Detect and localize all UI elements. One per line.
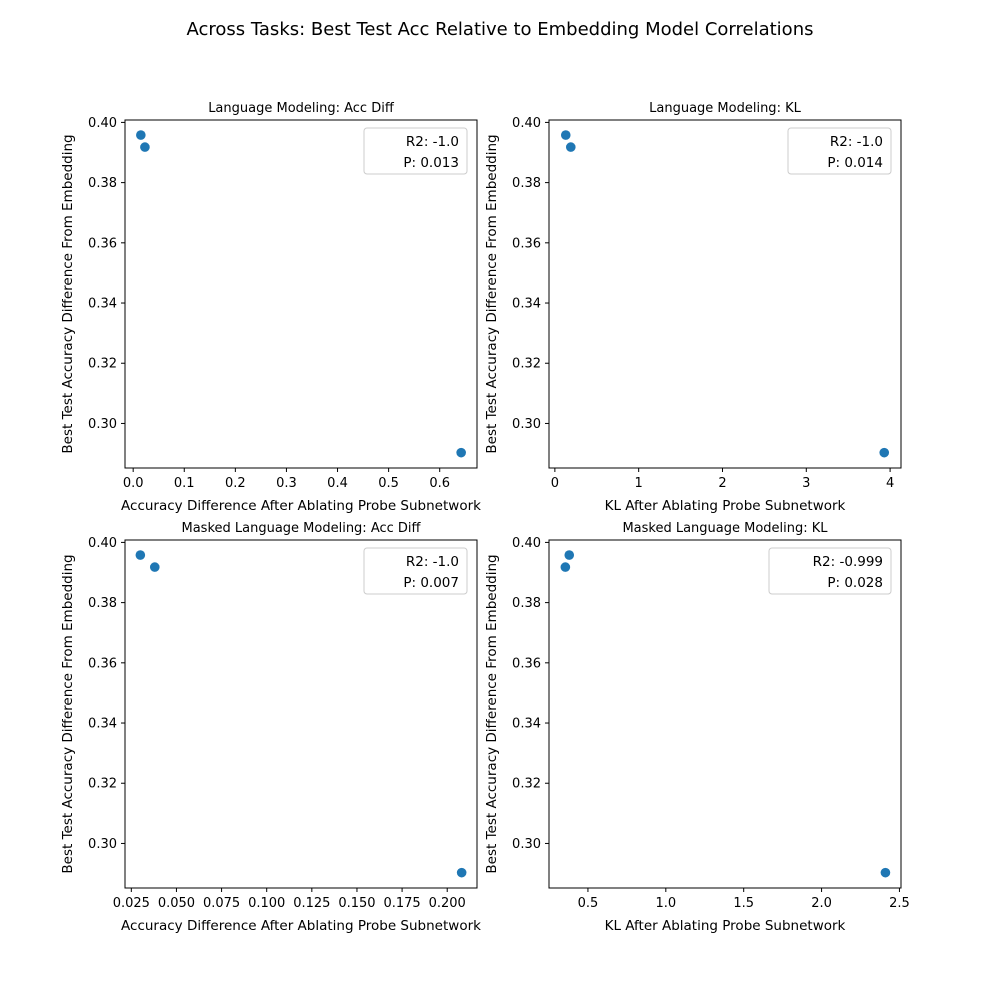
subplot-title: Masked Language Modeling: Acc Diff xyxy=(181,521,421,536)
data-point xyxy=(879,447,890,458)
y-tick-label: 0.40 xyxy=(512,116,541,131)
x-tick-label: 0.050 xyxy=(158,896,195,911)
x-tick-label: 0.0 xyxy=(123,476,144,491)
x-tick-label: 0.1 xyxy=(174,476,195,491)
y-tick-label: 0.34 xyxy=(512,297,541,312)
y-axis-label: Best Test Accuracy Difference From Embed… xyxy=(484,134,500,453)
subplot-2: Language Modeling: KL 0 1 2 3 4 0.30 0.32 0.34 0.… xyxy=(484,101,902,514)
y-tick-label: 0.30 xyxy=(88,837,117,852)
y-tick-label: 0.32 xyxy=(512,777,541,792)
y-tick-label: 0.34 xyxy=(512,717,541,732)
x-tick-label: 2 xyxy=(718,476,726,491)
y-tick-label: 0.40 xyxy=(88,116,117,131)
axes-frame xyxy=(124,119,478,469)
data-point xyxy=(564,550,575,560)
legend-box xyxy=(787,127,892,175)
subplot-3: Masked Language Modeling: Acc Diff 0.025 0… xyxy=(60,521,481,934)
x-tick-label: 0.075 xyxy=(203,896,240,911)
x-tick-label: 0.5 xyxy=(378,476,399,491)
y-tick-label: 0.38 xyxy=(512,596,541,611)
subplot-4: Masked Language Modeling: KL 0.5 1.0 1.5 2.0… xyxy=(484,521,910,934)
y-tick-label: 0.38 xyxy=(88,176,117,191)
x-tick-label: 0.3 xyxy=(276,476,297,491)
legend-entry: P: 0.013 xyxy=(403,155,459,171)
x-axis-label: KL After Ablating Probe Subnetwork xyxy=(605,498,846,514)
axes-frame xyxy=(548,119,902,469)
data-point xyxy=(136,130,146,140)
x-tick-label: 1.0 xyxy=(655,896,676,911)
x-tick-label: 0.2 xyxy=(225,476,246,491)
x-tick-label: 3 xyxy=(802,476,810,491)
x-tick-label: 2.5 xyxy=(889,896,910,911)
legend-entry: R2: -1.0 xyxy=(406,554,459,570)
x-tick-label: 1 xyxy=(635,476,643,491)
y-tick-label: 0.32 xyxy=(88,357,117,372)
data-point xyxy=(456,867,467,878)
y-tick-label: 0.36 xyxy=(88,236,117,251)
y-tick-label: 0.32 xyxy=(512,357,541,372)
subplot-title: Masked Language Modeling: KL xyxy=(622,521,828,536)
x-tick-label: 2.0 xyxy=(811,896,832,911)
y-tick-label: 0.30 xyxy=(512,837,541,852)
x-tick-label: 1.5 xyxy=(733,896,754,911)
axes-frame xyxy=(548,539,902,889)
x-tick-label: 0.4 xyxy=(327,476,348,491)
y-tick-label: 0.34 xyxy=(88,717,117,732)
x-tick-label: 0.200 xyxy=(429,896,466,911)
x-axis-label: Accuracy Difference After Ablating Probe… xyxy=(121,498,481,514)
x-tick-label: 0.150 xyxy=(338,896,375,911)
x-axis-label: Accuracy Difference After Ablating Probe… xyxy=(121,918,481,934)
legend-entry: P: 0.014 xyxy=(827,155,883,171)
x-tick-label: 0.5 xyxy=(578,896,599,911)
y-tick-label: 0.30 xyxy=(512,417,541,432)
data-point xyxy=(560,130,571,140)
data-point xyxy=(565,142,576,152)
data-point xyxy=(140,142,150,152)
legend-entry: P: 0.007 xyxy=(403,575,459,591)
x-tick-label: 0.100 xyxy=(248,896,285,911)
y-tick-label: 0.36 xyxy=(512,236,541,251)
legend-box xyxy=(363,127,468,175)
y-tick-label: 0.38 xyxy=(512,176,541,191)
y-tick-label: 0.30 xyxy=(88,417,117,432)
subplot-title: Language Modeling: Acc Diff xyxy=(208,101,395,116)
legend-box xyxy=(363,547,468,595)
data-point xyxy=(135,550,146,560)
x-tick-label: 0 xyxy=(551,476,559,491)
x-tick-label: 4 xyxy=(886,476,894,491)
legend-box xyxy=(768,547,892,595)
x-axis-label: KL After Ablating Probe Subnetwork xyxy=(605,918,846,934)
figure-title: Across Tasks: Best Test Acc Relative to … xyxy=(187,19,814,40)
x-tick-label: 0.175 xyxy=(383,896,420,911)
legend-entry: R2: -0.999 xyxy=(813,554,883,570)
x-tick-label: 0.025 xyxy=(113,896,150,911)
y-axis-label: Best Test Accuracy Difference From Embed… xyxy=(484,554,500,873)
y-axis-label: Best Test Accuracy Difference From Embed… xyxy=(60,554,76,873)
data-point xyxy=(149,562,160,572)
y-tick-label: 0.34 xyxy=(88,297,117,312)
y-tick-label: 0.36 xyxy=(88,656,117,671)
y-tick-label: 0.40 xyxy=(512,536,541,551)
legend-entry: P: 0.028 xyxy=(827,575,883,591)
y-tick-label: 0.36 xyxy=(512,656,541,671)
x-tick-label: 0.125 xyxy=(293,896,330,911)
y-axis-label: Best Test Accuracy Difference From Embed… xyxy=(60,134,76,453)
data-point xyxy=(560,562,571,572)
y-tick-label: 0.40 xyxy=(88,536,117,551)
axes-frame xyxy=(124,539,478,889)
y-tick-label: 0.38 xyxy=(88,596,117,611)
data-point xyxy=(880,867,891,878)
x-tick-label: 0.6 xyxy=(429,476,450,491)
legend-entry: R2: -1.0 xyxy=(830,134,883,150)
legend-entry: R2: -1.0 xyxy=(406,134,459,150)
data-point xyxy=(456,447,466,458)
y-tick-label: 0.32 xyxy=(88,777,117,792)
subplot-title: Language Modeling: KL xyxy=(649,101,801,116)
